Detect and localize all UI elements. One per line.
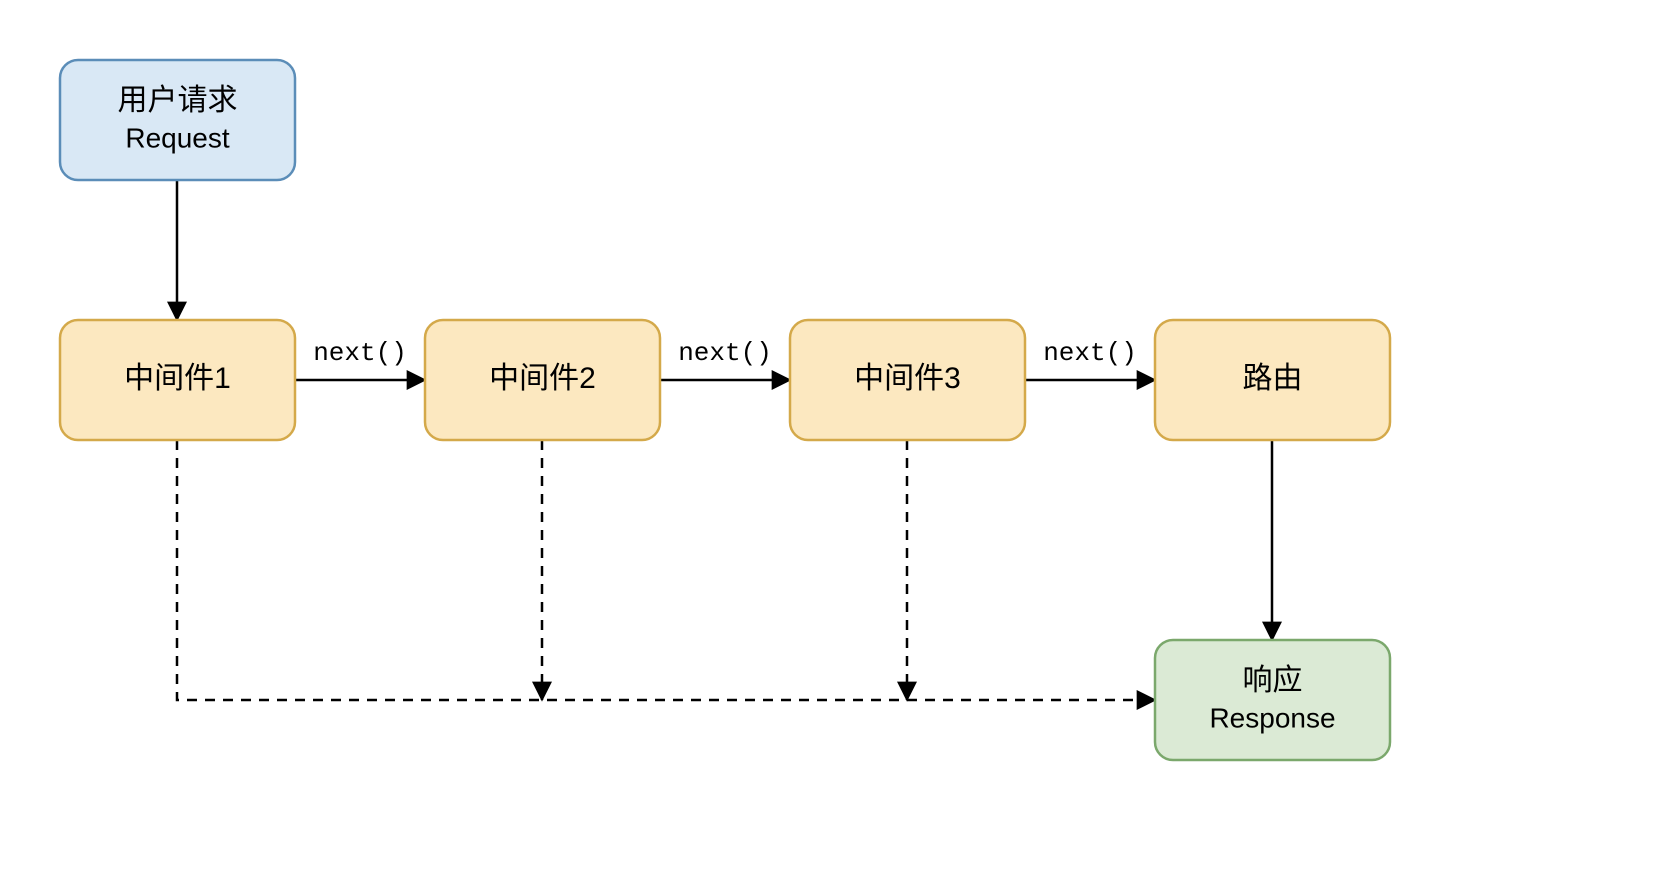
node-label-request-line1: 用户请求 [118,84,238,117]
node-router: 路由 [1155,320,1390,440]
node-label-request-line2: Request [125,122,230,153]
node-mw1: 中间件1 [60,320,295,440]
node-request: 用户请求 Request [60,60,295,180]
node-label-router: 路由 [1243,362,1303,395]
nodes-group: 用户请求 Request 中间件1 中间件2 中间件3 路由响应 Response [60,60,1390,760]
node-label-mw2: 中间件2 [489,362,596,395]
node-mw3: 中间件3 [790,320,1025,440]
node-label-response-line1: 响应 [1243,664,1303,697]
node-label-mw1: 中间件1 [124,362,231,395]
node-label-response-line2: Response [1209,702,1335,733]
edge-label-mw3-router: next() [1043,338,1137,368]
node-label-mw3: 中间件3 [854,362,961,395]
node-response: 响应 Response [1155,640,1390,760]
node-mw2: 中间件2 [425,320,660,440]
edge-mw1-resp [177,440,1155,700]
middleware-flow-diagram: next() next() next() 用户请求 Request 中间件1 中间件2 中间… [0,0,1680,890]
edges-group: next() next() next() [177,180,1272,700]
edge-label-mw2-mw3: next() [678,338,772,368]
edge-label-mw1-mw2: next() [313,338,407,368]
